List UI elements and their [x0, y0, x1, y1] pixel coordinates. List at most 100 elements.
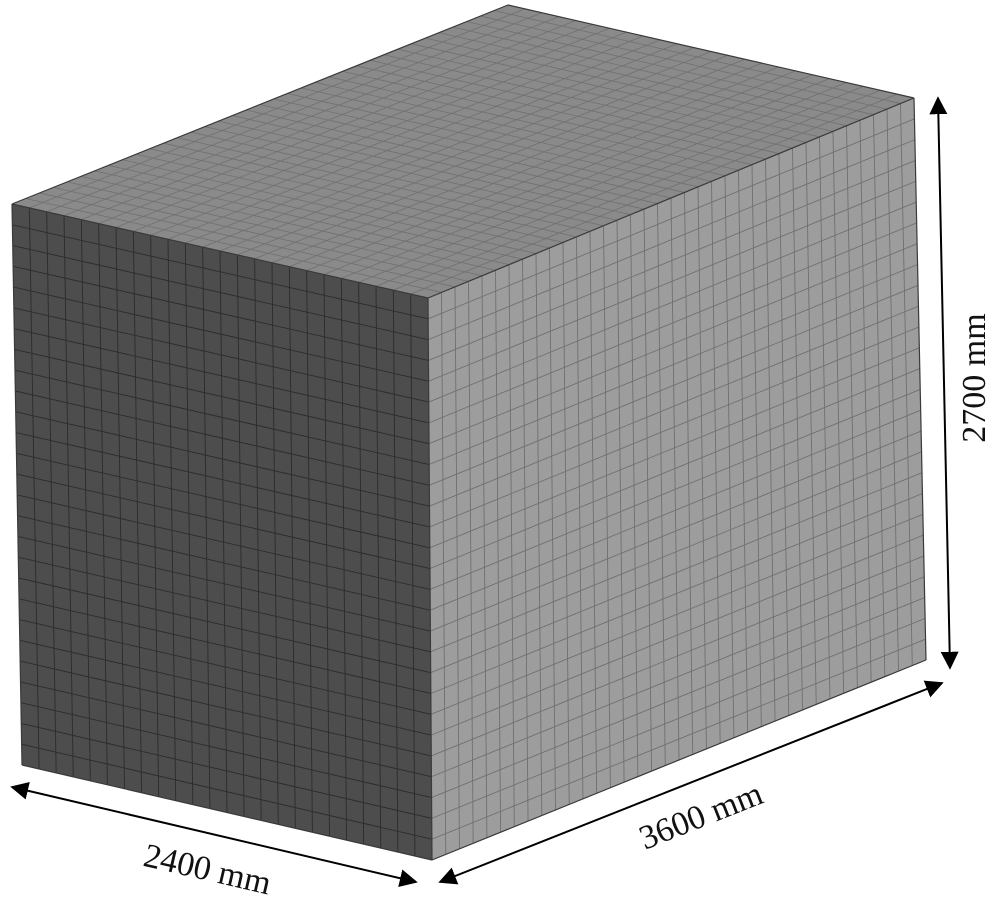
- mesh-line: [80, 175, 496, 271]
- mesh-line: [17, 536, 431, 632]
- mesh-line: [63, 215, 74, 777]
- mesh-line: [18, 577, 431, 674]
- mesh-line: [429, 305, 919, 507]
- mesh-line: [163, 142, 577, 238]
- mesh-line: [765, 159, 776, 722]
- box-edge: [913, 97, 927, 661]
- height-dimension-label: 2700 mm: [956, 313, 993, 442]
- length-dimension-label: 3600 mm: [634, 775, 768, 857]
- mesh-line: [254, 258, 262, 821]
- width-dimension-label: 2400 mm: [140, 837, 274, 900]
- box-edge: [11, 203, 429, 299]
- mesh-line: [358, 282, 365, 845]
- mesh-line: [150, 235, 160, 797]
- mesh-line: [28, 207, 40, 769]
- mesh-line: [98, 223, 108, 785]
- mesh-line: [397, 48, 807, 143]
- mesh-line: [900, 103, 913, 666]
- mesh-line: [259, 104, 672, 199]
- mesh-line: [16, 473, 431, 570]
- mesh-line: [427, 118, 915, 320]
- mesh-line: [13, 265, 429, 361]
- mesh-line: [430, 430, 922, 632]
- mesh-line: [94, 170, 510, 266]
- mesh-line: [135, 153, 550, 249]
- mesh-line: [80, 219, 91, 781]
- mesh-line: [342, 70, 753, 166]
- length-dimension-arrow: [438, 680, 944, 885]
- mesh-line: [67, 181, 483, 277]
- mesh-line: [430, 493, 923, 694]
- mesh-line: [20, 702, 432, 798]
- mesh-line: [287, 93, 699, 188]
- mesh-line: [19, 639, 432, 736]
- mesh-line: [711, 181, 721, 744]
- mesh-line: [411, 43, 820, 138]
- mesh-line: [430, 472, 923, 674]
- box-edge: [11, 203, 23, 766]
- mesh-line: [306, 270, 313, 833]
- top-face: [12, 5, 914, 298]
- mesh-line: [15, 432, 430, 528]
- mesh-line: [25, 198, 442, 293]
- mesh-line: [184, 243, 194, 805]
- mesh-line: [232, 115, 645, 210]
- mesh-line: [323, 274, 330, 837]
- mesh-line: [697, 186, 707, 749]
- mesh-line: [15, 411, 430, 507]
- mesh-line: [14, 328, 429, 424]
- box-edge: [427, 297, 433, 861]
- mesh-line: [204, 126, 618, 221]
- mesh-line: [177, 137, 591, 232]
- mesh-line: [301, 87, 712, 182]
- box-edge: [507, 4, 915, 99]
- mesh-line: [17, 494, 431, 590]
- mesh-line: [12, 245, 429, 341]
- mesh-line: [430, 451, 922, 653]
- mesh-line: [439, 32, 847, 127]
- mesh-line: [20, 681, 432, 778]
- mesh-line: [18, 598, 431, 694]
- mesh-line: [14, 349, 430, 445]
- mesh-line: [271, 262, 279, 825]
- mesh-line: [494, 10, 901, 104]
- mesh-line: [643, 209, 653, 772]
- height-dimension-arrow: [929, 96, 959, 670]
- mesh-line: [246, 109, 658, 204]
- mesh-line: [429, 264, 918, 465]
- mesh-line: [19, 619, 432, 715]
- mesh-line: [356, 65, 766, 160]
- mesh-line: [218, 120, 631, 216]
- mesh-line: [429, 326, 920, 528]
- mesh-line: [392, 290, 399, 853]
- mesh-line: [17, 515, 431, 611]
- mesh-line: [452, 26, 861, 121]
- mesh-line: [115, 227, 125, 789]
- box-mesh: [11, 4, 927, 861]
- mesh-line: [14, 369, 430, 465]
- mesh-line: [657, 203, 666, 766]
- mesh-line: [410, 294, 416, 857]
- mesh-line: [819, 136, 831, 699]
- mesh-line: [428, 243, 918, 445]
- mesh-line: [167, 239, 177, 801]
- width-dimension-arrow: [10, 781, 418, 888]
- box-edge: [11, 4, 509, 205]
- mesh-line: [15, 390, 430, 486]
- front-face: [12, 204, 432, 860]
- mesh-line: [428, 180, 916, 382]
- mesh-line: [428, 222, 917, 424]
- mesh-line: [13, 286, 429, 382]
- mesh-line: [846, 125, 858, 688]
- mesh-line: [53, 187, 469, 282]
- mesh-line: [288, 266, 296, 829]
- mesh-line: [428, 139, 916, 341]
- mesh-line: [13, 307, 429, 403]
- mesh-line: [738, 170, 749, 733]
- mesh-line: [273, 98, 685, 193]
- mesh-line: [429, 368, 920, 570]
- mesh-line: [16, 452, 430, 549]
- mesh-line: [328, 76, 739, 171]
- mesh-line: [236, 254, 245, 817]
